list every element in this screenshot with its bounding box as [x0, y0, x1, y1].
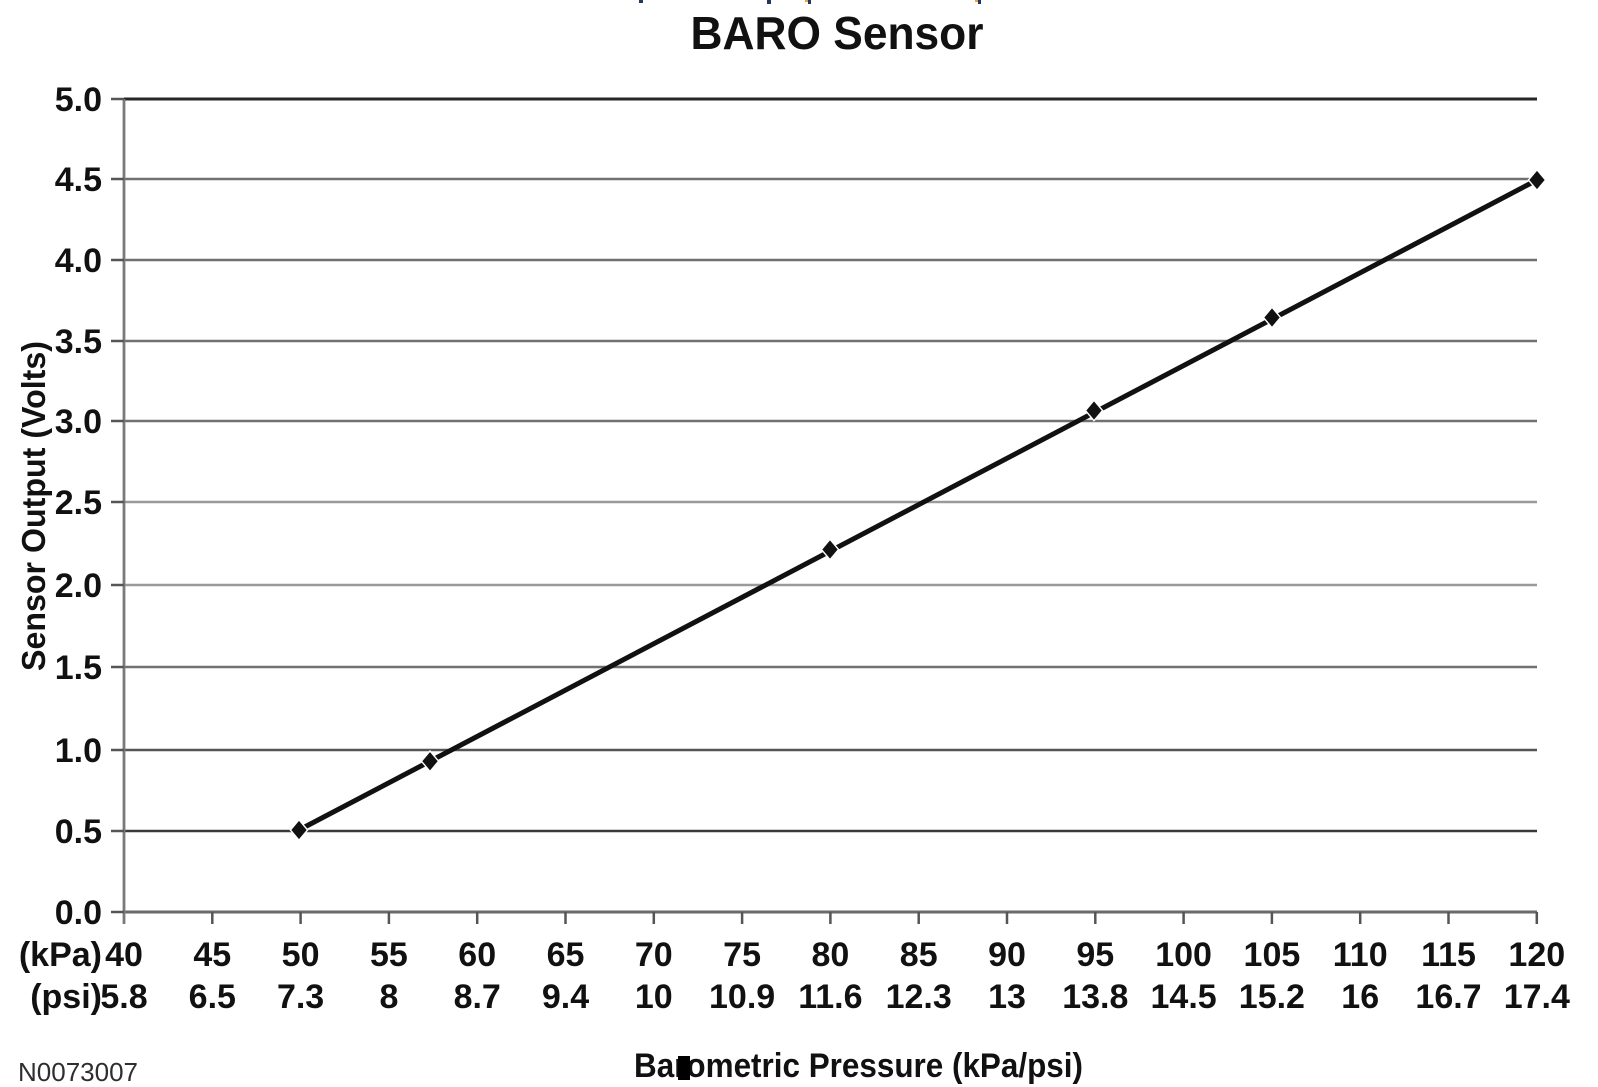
svg-text:100: 100: [1155, 936, 1212, 974]
svg-text:95: 95: [1076, 936, 1114, 974]
svg-text:8: 8: [379, 978, 398, 1016]
svg-text:70: 70: [635, 936, 673, 974]
svg-text:5.0: 5.0: [55, 81, 102, 119]
svg-text:12.3: 12.3: [886, 978, 952, 1016]
svg-text:120: 120: [1508, 936, 1565, 974]
svg-text:50: 50: [282, 936, 320, 974]
svg-text:8.7: 8.7: [454, 978, 501, 1016]
svg-text:85: 85: [900, 936, 938, 974]
svg-text:3.0: 3.0: [55, 403, 102, 441]
svg-text:15.2: 15.2: [1239, 978, 1305, 1016]
svg-text:4.5: 4.5: [55, 161, 102, 199]
svg-text:60: 60: [458, 936, 496, 974]
svg-text:9.4: 9.4: [542, 978, 589, 1016]
svg-text:14.5: 14.5: [1151, 978, 1217, 1016]
svg-text:40: 40: [105, 936, 143, 974]
svg-text:105: 105: [1244, 936, 1301, 974]
svg-text:10.9: 10.9: [709, 978, 775, 1016]
svg-text:3.5: 3.5: [55, 323, 102, 361]
svg-text:45: 45: [193, 936, 231, 974]
svg-text:10: 10: [635, 978, 673, 1016]
svg-text:13.8: 13.8: [1062, 978, 1128, 1016]
svg-text:N0073007: N0073007: [18, 1057, 138, 1087]
svg-text:75: 75: [723, 936, 761, 974]
svg-text:1.5: 1.5: [55, 649, 102, 687]
svg-text:65: 65: [547, 936, 585, 974]
svg-text:4.0: 4.0: [55, 242, 102, 280]
svg-text:16.7: 16.7: [1415, 978, 1481, 1016]
svg-text:90: 90: [988, 936, 1026, 974]
svg-text:0.0: 0.0: [55, 894, 102, 932]
svg-text:2.0: 2.0: [55, 567, 102, 605]
svg-text:BARO Sensor: BARO Sensor: [691, 7, 984, 59]
svg-text:5.8: 5.8: [100, 978, 147, 1016]
svg-text:16: 16: [1341, 978, 1379, 1016]
svg-text:2.5: 2.5: [55, 484, 102, 522]
svg-text:80: 80: [811, 936, 849, 974]
svg-text:17.4: 17.4: [1504, 978, 1570, 1016]
svg-text:0.5: 0.5: [55, 813, 102, 851]
svg-text:13: 13: [988, 978, 1026, 1016]
svg-text:1.0: 1.0: [55, 732, 102, 770]
svg-text:(kPa): (kPa): [19, 936, 102, 974]
svg-text:7.3: 7.3: [277, 978, 324, 1016]
svg-text:6.5: 6.5: [189, 978, 236, 1016]
svg-text:(psi): (psi): [30, 978, 102, 1016]
svg-text:Barometric Pressure (kPa/psi): Barometric Pressure (kPa/psi): [634, 1047, 1083, 1085]
svg-text:115: 115: [1421, 936, 1476, 974]
svg-text:55: 55: [370, 936, 408, 974]
svg-text:11.6: 11.6: [798, 978, 862, 1016]
svg-text:Sensor Output (Volts): Sensor Output (Volts): [15, 341, 52, 671]
svg-text:110: 110: [1333, 936, 1388, 974]
